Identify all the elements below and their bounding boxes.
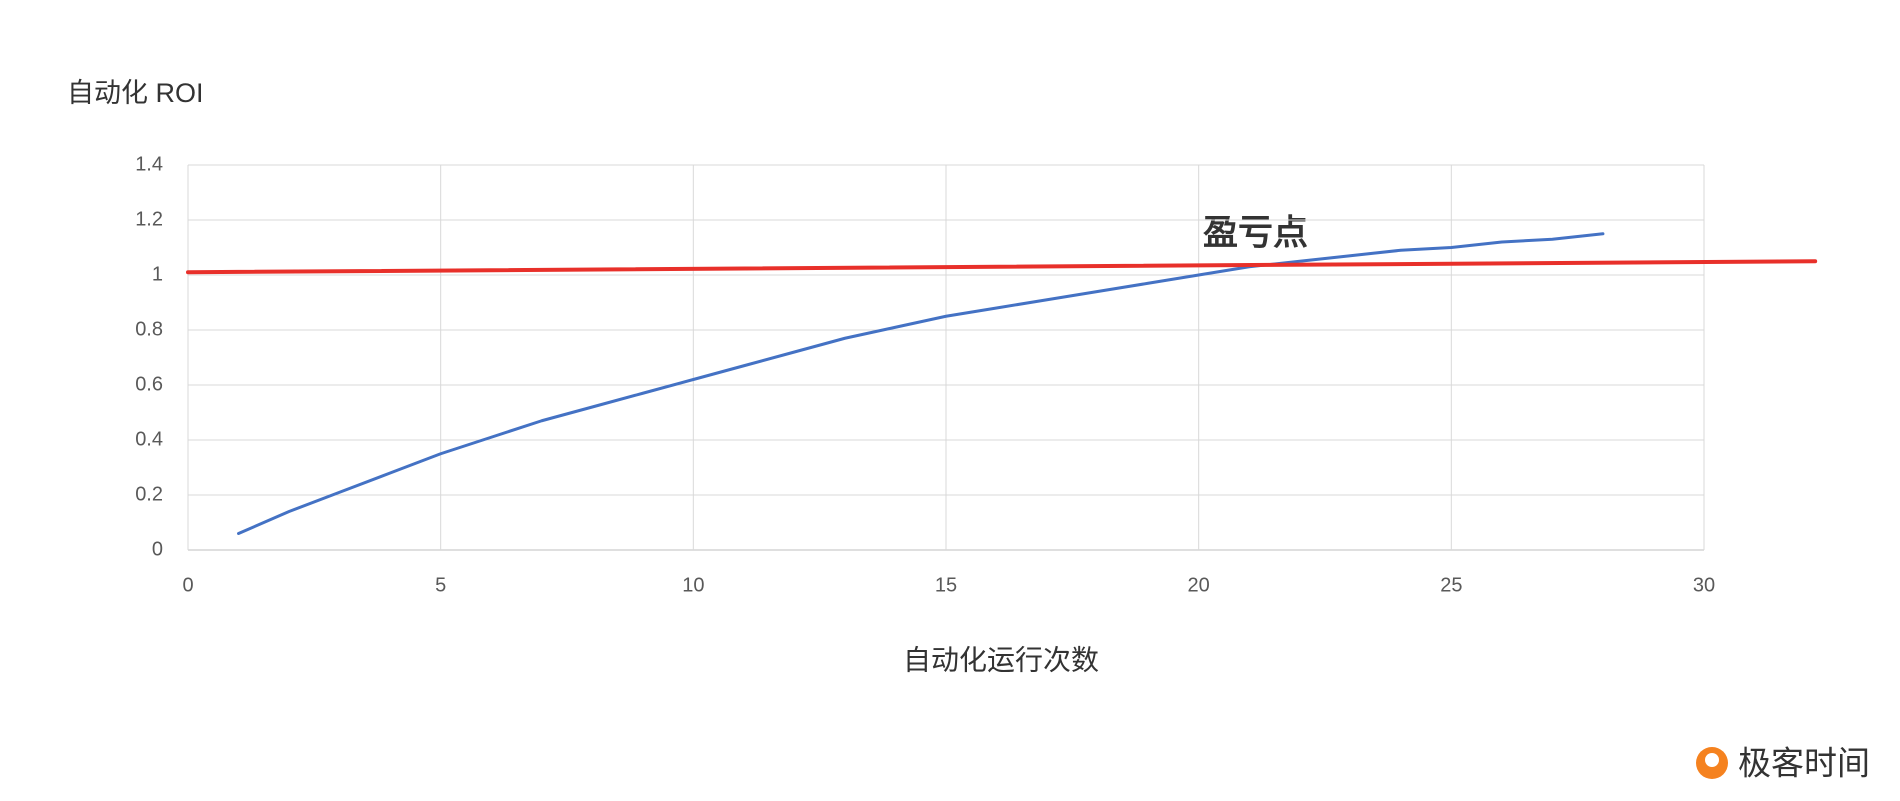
x-tick-label: 0 — [182, 574, 193, 596]
annotation: 盈亏点 — [1203, 213, 1308, 252]
y-tick-label: 0.2 — [135, 483, 163, 505]
x-tick-label: 25 — [1440, 574, 1462, 596]
y-axis-label: 自动化 ROI — [67, 78, 204, 108]
logo-icon-inner — [1705, 753, 1719, 767]
x-axis-label: 自动化运行次数 — [903, 644, 1099, 675]
x-tick-label: 15 — [935, 574, 957, 596]
x-tick-label: 20 — [1188, 574, 1210, 596]
logo: 极客时间 — [1696, 745, 1870, 782]
x-tick-label: 5 — [435, 574, 446, 596]
line — [237, 232, 1605, 535]
y-tick-label: 0.8 — [135, 318, 163, 340]
line — [186, 259, 1818, 275]
x-tick-label: 10 — [682, 574, 704, 596]
y-tick-label: 1 — [152, 263, 163, 285]
y-tick-label: 0.6 — [135, 373, 163, 395]
watermark: 极客时间 — [1738, 745, 1870, 782]
x-tick-label: 30 — [1693, 574, 1715, 596]
y-tick-label: 0.4 — [135, 428, 163, 450]
y-tick-label: 0 — [152, 538, 163, 560]
y-tick-label: 1.2 — [135, 208, 163, 230]
y-tick-label: 1.4 — [135, 153, 163, 175]
